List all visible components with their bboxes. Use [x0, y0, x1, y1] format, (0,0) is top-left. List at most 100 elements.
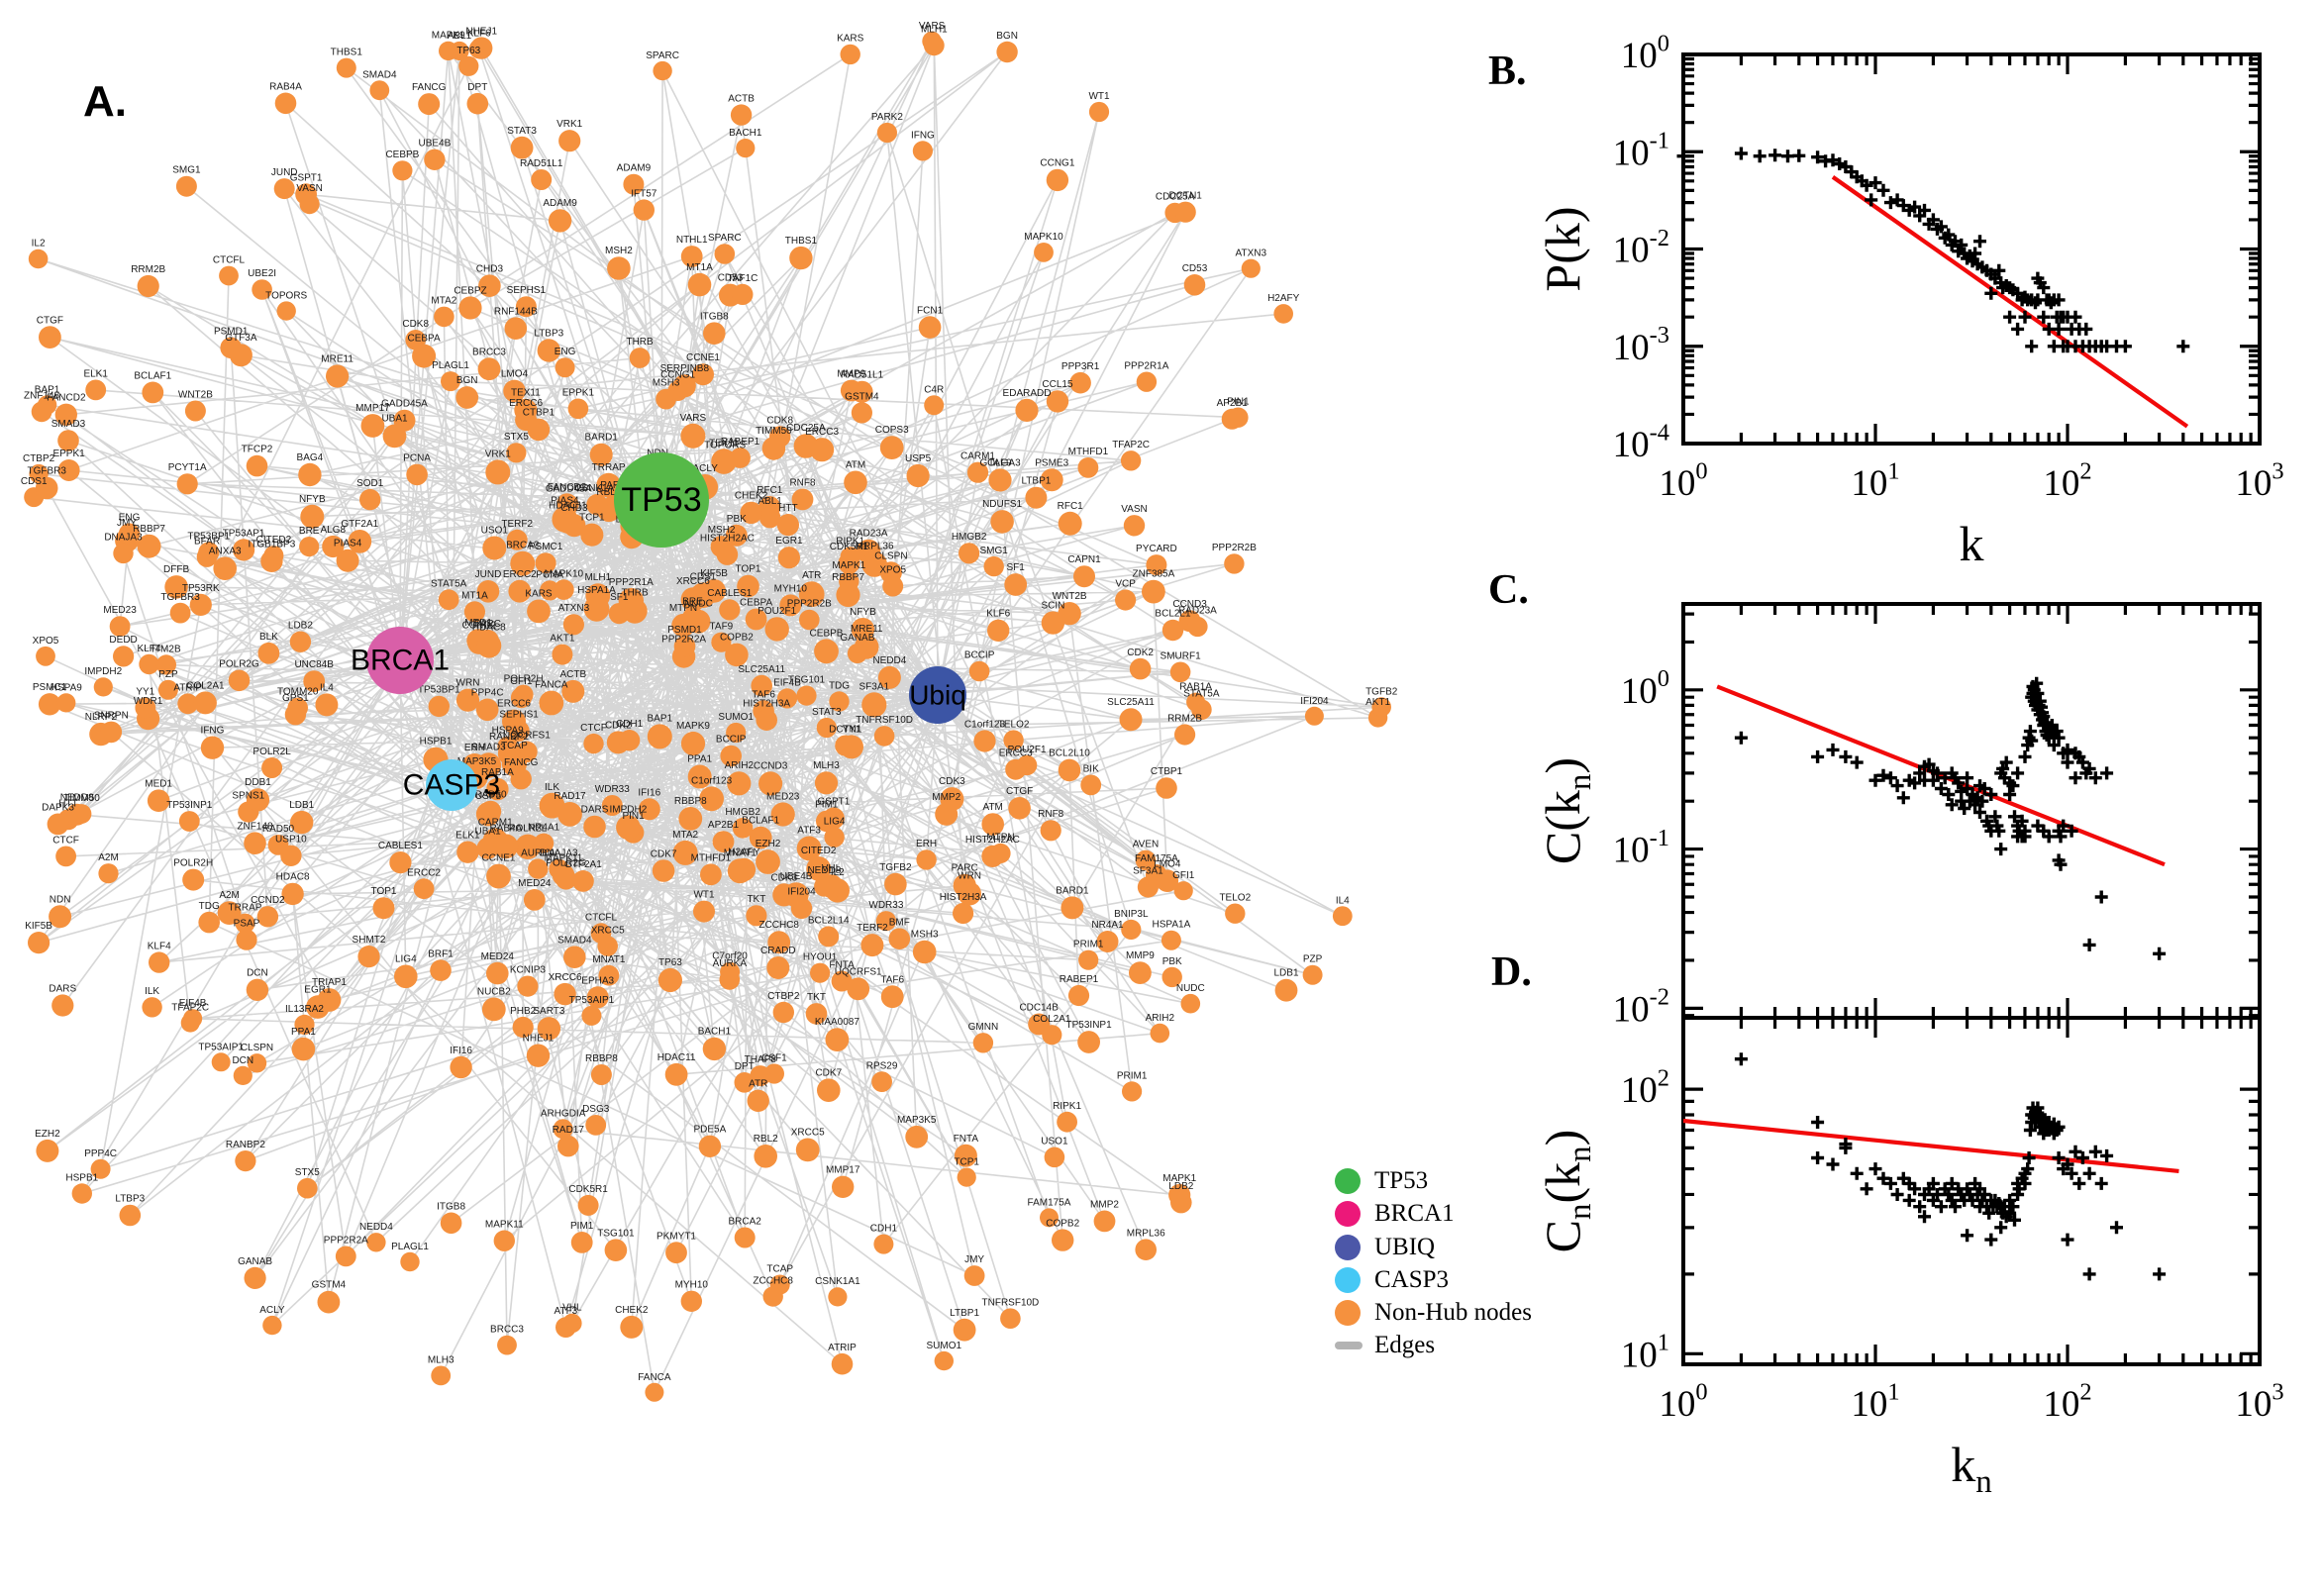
gene-node[interactable] [244, 1266, 266, 1289]
gene-node[interactable] [1170, 1191, 1192, 1214]
gene-node[interactable] [1186, 692, 1206, 712]
gene-node[interactable] [1060, 896, 1084, 920]
gene-node[interactable] [476, 580, 500, 603]
gene-node[interactable] [805, 1003, 828, 1025]
gene-node[interactable] [93, 677, 113, 697]
gene-node[interactable] [486, 777, 509, 801]
gene-node[interactable] [680, 423, 706, 449]
gene-node[interactable] [51, 994, 74, 1017]
gene-node[interactable] [1040, 1208, 1059, 1228]
gene-node[interactable] [562, 1313, 582, 1334]
gene-node[interactable] [1161, 930, 1181, 950]
gene-node[interactable] [620, 1315, 644, 1339]
gene-node[interactable] [840, 547, 860, 567]
gene-node[interactable] [510, 136, 534, 159]
gene-node[interactable] [799, 609, 820, 631]
gene-node[interactable] [317, 1290, 341, 1314]
gene-node[interactable] [796, 836, 822, 861]
gene-node[interactable] [665, 1242, 687, 1264]
gene-node[interactable] [1073, 565, 1095, 588]
gene-node[interactable] [817, 1078, 841, 1102]
gene-node[interactable] [289, 631, 312, 652]
gene-node[interactable] [698, 1135, 722, 1158]
gene-node[interactable] [758, 507, 781, 529]
gene-node[interactable] [1302, 964, 1323, 985]
gene-node[interactable] [535, 552, 556, 574]
gene-node[interactable] [247, 1053, 267, 1073]
gene-node[interactable] [517, 975, 539, 997]
gene-node[interactable] [590, 923, 612, 944]
gene-node[interactable] [246, 788, 270, 812]
gene-node[interactable] [1080, 774, 1102, 796]
gene-node[interactable] [629, 348, 651, 368]
gene-node[interactable] [672, 374, 696, 398]
gene-node[interactable] [607, 256, 631, 280]
gene-node[interactable] [1241, 258, 1261, 278]
gene-node[interactable] [766, 956, 790, 979]
gene-node[interactable] [924, 395, 945, 416]
gene-node[interactable] [1187, 616, 1208, 638]
gene-node[interactable] [1304, 706, 1324, 726]
gene-node[interactable] [758, 771, 783, 796]
gene-node[interactable] [840, 379, 862, 402]
gene-node[interactable] [652, 859, 675, 882]
gene-node[interactable] [740, 501, 762, 525]
gene-node[interactable] [726, 722, 747, 744]
gene-node[interactable] [616, 815, 641, 840]
gene-node[interactable] [672, 840, 698, 865]
gene-node[interactable] [468, 39, 489, 59]
gene-node[interactable] [219, 265, 239, 286]
gene-node[interactable] [434, 306, 454, 328]
gene-node[interactable] [645, 1382, 664, 1402]
gene-node[interactable] [1173, 881, 1193, 901]
gene-node[interactable] [369, 80, 390, 101]
gene-node[interactable] [193, 691, 217, 715]
gene-node[interactable] [1221, 408, 1243, 430]
gene-node[interactable] [169, 602, 191, 624]
gene-node[interactable] [493, 834, 519, 859]
gene-node[interactable] [653, 60, 672, 81]
gene-node[interactable] [736, 139, 756, 158]
gene-node[interactable] [772, 1001, 794, 1024]
gene-node[interactable] [693, 900, 715, 923]
gene-node[interactable] [687, 764, 712, 789]
gene-node[interactable] [737, 574, 759, 598]
gene-node[interactable] [267, 835, 289, 855]
gene-node[interactable] [1129, 657, 1152, 680]
gene-node[interactable] [563, 946, 586, 968]
gene-node[interactable] [463, 601, 485, 623]
gene-node[interactable] [39, 326, 61, 349]
gene-node[interactable] [598, 964, 620, 986]
gene-node[interactable] [825, 1028, 850, 1051]
gene-node[interactable] [1046, 390, 1069, 413]
gene-node[interactable] [824, 827, 845, 848]
gene-node[interactable] [300, 504, 325, 529]
gene-node[interactable] [871, 1071, 892, 1092]
gene-node[interactable] [1137, 876, 1159, 898]
gene-node[interactable] [1077, 457, 1099, 478]
gene-node[interactable] [972, 1033, 994, 1053]
gene-node[interactable] [1058, 758, 1081, 782]
gene-node[interactable] [873, 1234, 894, 1254]
gene-node[interactable] [703, 322, 726, 346]
gene-node[interactable] [137, 274, 159, 298]
gene-node[interactable] [252, 279, 272, 300]
gene-node[interactable] [692, 363, 714, 386]
gene-node[interactable] [298, 462, 322, 487]
gene-node[interactable] [1156, 777, 1177, 799]
gene-node[interactable] [478, 274, 501, 298]
gene-node[interactable] [793, 434, 819, 458]
gene-node[interactable] [1121, 919, 1142, 941]
gene-node[interactable] [884, 872, 907, 896]
gene-node[interactable] [577, 1194, 599, 1216]
gene-node[interactable] [1078, 949, 1099, 970]
gene-node[interactable] [583, 595, 610, 622]
gene-node[interactable] [504, 317, 528, 341]
gene-node[interactable] [515, 409, 538, 432]
gene-node[interactable] [211, 1052, 231, 1072]
gene-node[interactable] [618, 730, 641, 751]
gene-node[interactable] [687, 272, 712, 297]
gene-node[interactable] [290, 810, 314, 835]
gene-node[interactable] [1123, 515, 1146, 537]
gene-node[interactable] [142, 997, 162, 1018]
